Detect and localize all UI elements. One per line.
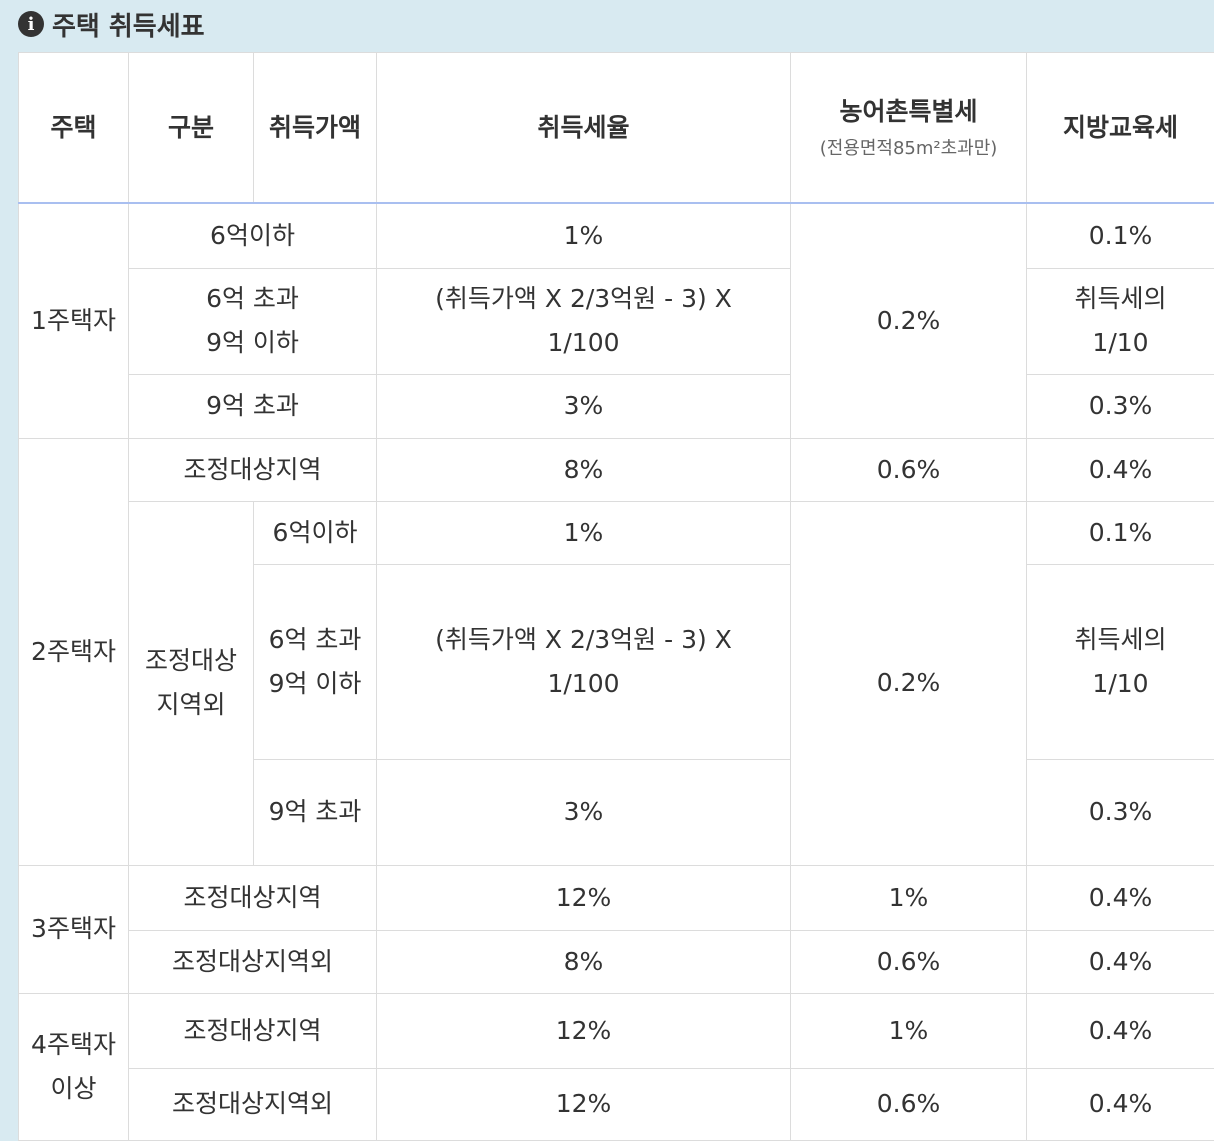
table-cell: 조정대상지역 [129, 993, 377, 1068]
table-cell: 3% [377, 759, 791, 865]
table-cell: 0.6% [791, 1068, 1027, 1140]
table-cell: 0.6% [791, 438, 1027, 501]
table-cell: 6억이하 [129, 203, 377, 268]
table-cell: (취득가액 X 2/3억원 - 3) X 1/100 [377, 564, 791, 759]
table-cell: 조정대상지역외 [129, 501, 254, 865]
table-cell: 1% [377, 501, 791, 564]
header-text: 농어촌특별세 [839, 97, 977, 126]
table-cell: 0.1% [1027, 203, 1214, 268]
table-cell: 0.1% [1027, 501, 1214, 564]
table-cell: 2주택자 [19, 438, 129, 865]
table-cell: 1% [791, 993, 1027, 1068]
table-cell: 9억 초과 [254, 759, 377, 865]
table-cell: 조정대상지역외 [129, 930, 377, 993]
table-cell: 6억 초과 9억 이하 [129, 268, 377, 374]
info-icon: i [18, 11, 44, 37]
tax-table: 주택 구분 취득가액 취득세율 농어촌특별세 (전용면적85m²초과만) 지방교육… [18, 52, 1214, 1141]
table-row: 6억 초과 9억 이하(취득가액 X 2/3억원 - 3) X 1/100 취득세… [19, 268, 1214, 374]
table-cell: 1주택자 [19, 203, 129, 438]
table-cell: 6억 초과 9억 이하 [254, 564, 377, 759]
table-cell: 12% [377, 865, 791, 930]
title: 주택 취득세표 [52, 6, 205, 43]
header-cell: 취득세율 [377, 53, 791, 204]
table-cell: 3주택자 [19, 865, 129, 993]
table-cell: 0.4% [1027, 1068, 1214, 1140]
table-cell: 취득세의 1/10 [1027, 564, 1214, 759]
header-cell: 농어촌특별세 (전용면적85m²초과만) [791, 53, 1027, 204]
table-cell: 0.2% [791, 203, 1027, 438]
header-row: 주택 구분 취득가액 취득세율 농어촌특별세 (전용면적85m²초과만) 지방교육… [19, 53, 1214, 204]
header-cell: 취득가액 [254, 53, 377, 204]
table-cell: 6억이하 [254, 501, 377, 564]
table-cell: 0.3% [1027, 759, 1214, 865]
table-cell: 0.4% [1027, 865, 1214, 930]
table-cell: (취득가액 X 2/3억원 - 3) X 1/100 [377, 268, 791, 374]
table-cell: 8% [377, 438, 791, 501]
table-cell: 0.3% [1027, 374, 1214, 438]
table-cell: 1% [791, 865, 1027, 930]
header: i 주택 취득세표 [18, 4, 205, 44]
table-cell: 조정대상지역 [129, 865, 377, 930]
table-cell: 취득세의 1/10 [1027, 268, 1214, 374]
header-cell: 주택 [19, 53, 129, 204]
table-cell: 12% [377, 1068, 791, 1140]
table-cell: 3% [377, 374, 791, 438]
header-cell: 구분 [129, 53, 254, 204]
table-cell: 0.4% [1027, 930, 1214, 993]
header-note: (전용면적85m²초과만) [801, 133, 1016, 165]
table-cell: 0.4% [1027, 993, 1214, 1068]
header-cell: 지방교육세 [1027, 53, 1214, 204]
table-cell: 4주택자 이상 [19, 993, 129, 1140]
table-cell: 조정대상지역 [129, 438, 377, 501]
table-cell: 12% [377, 993, 791, 1068]
table-cell: 8% [377, 930, 791, 993]
table-cell: 0.6% [791, 930, 1027, 993]
table-cell: 조정대상지역외 [129, 1068, 377, 1140]
table-cell: 0.2% [791, 501, 1027, 865]
table-cell: 1% [377, 203, 791, 268]
table-cell: 9억 초과 [129, 374, 377, 438]
table-cell: 0.4% [1027, 438, 1214, 501]
